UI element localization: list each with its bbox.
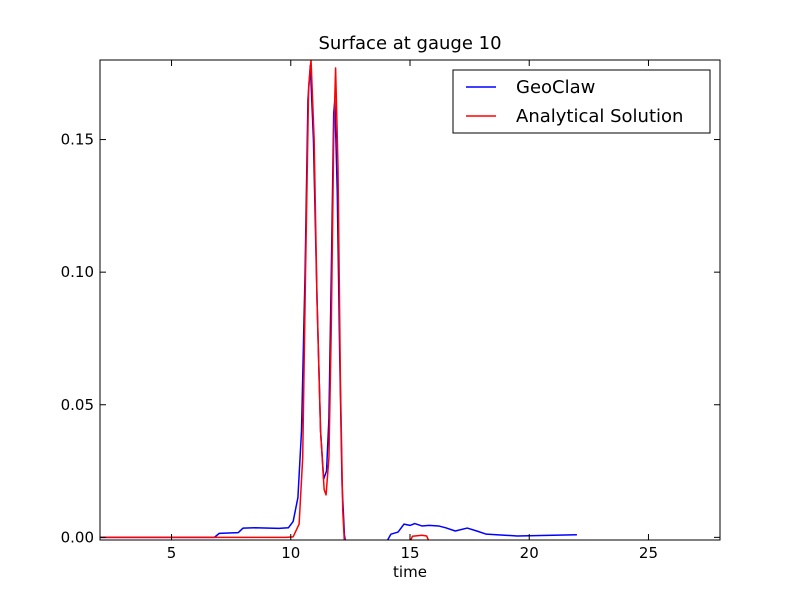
chart-title: Surface at gauge 10: [318, 33, 501, 54]
y-tick-label: 0.10: [61, 263, 94, 281]
y-tick-label: 0.00: [61, 528, 94, 546]
legend-label: Analytical Solution: [516, 106, 683, 127]
x-tick-label: 10: [281, 544, 300, 562]
axis-ticks: 5 10 15 20 25 0.00 0.05 0.10 0.15: [61, 60, 720, 562]
x-tick-label: 20: [520, 544, 539, 562]
legend-label: GeoClaw: [516, 77, 595, 98]
series-line-geoclaw: [100, 64, 577, 540]
x-tick-label: 15: [400, 544, 419, 562]
y-tick-label: 0.15: [61, 131, 94, 149]
x-tick-label: 25: [639, 544, 658, 562]
legend: GeoClaw Analytical Solution: [452, 69, 711, 134]
series-line-analytical-solution: [100, 60, 430, 540]
x-axis-label: time: [393, 563, 427, 581]
legend-box: [452, 69, 711, 134]
x-tick-label: 5: [167, 544, 177, 562]
series-layer: [100, 60, 577, 540]
y-tick-label: 0.05: [61, 396, 94, 414]
